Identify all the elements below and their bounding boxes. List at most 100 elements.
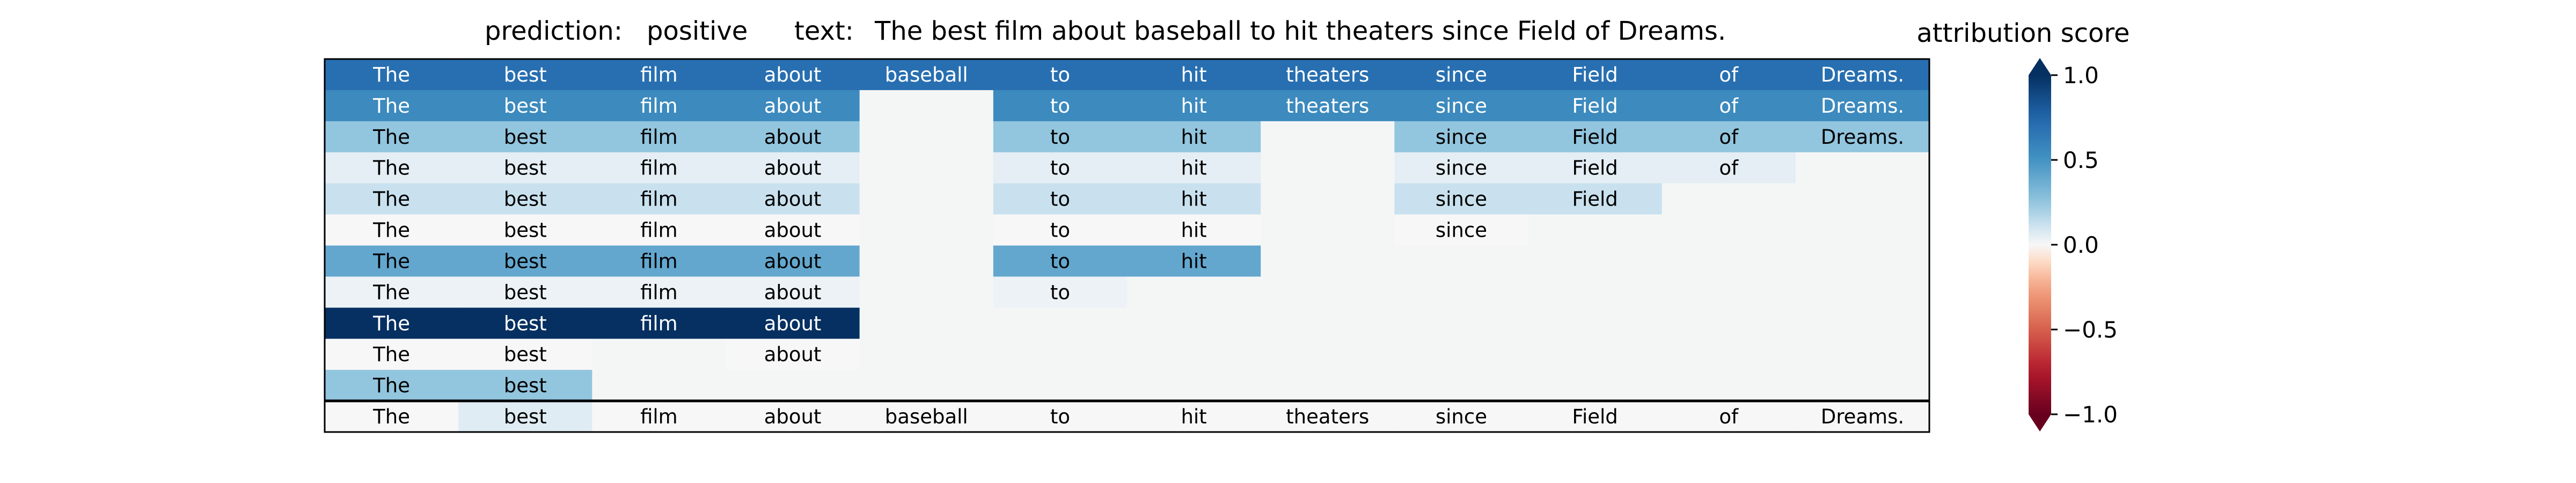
- heatmap-cell-r10-c8: [1394, 370, 1528, 401]
- token-label-r2-c0: The: [372, 126, 410, 149]
- token-label-r0-c4: baseball: [885, 63, 968, 86]
- heatmap-cell-r3-c9: [1528, 152, 1663, 184]
- heatmap-cell-r4-c6: [1127, 183, 1261, 215]
- heatmap-cell-r3-c4: [859, 152, 994, 184]
- heatmap-cell-r4-c1: [458, 183, 592, 215]
- heatmap-cell-r0-c3: [726, 59, 860, 91]
- heatmap-cell-r4-c5: [993, 183, 1128, 215]
- heatmap-cell-r9-c3: [726, 339, 860, 370]
- heatmap-cell-r8-c5: [993, 308, 1128, 339]
- colorbar-title: attribution score: [1916, 18, 2129, 48]
- heatmap-cell-r4-c3: [726, 183, 860, 215]
- token-label-r3-c0: The: [372, 157, 410, 180]
- attribution-cell-r11-c10: [1662, 401, 1796, 433]
- heatmap-cell-r9-c4: [859, 339, 994, 370]
- heatmap-cell-r2-c6: [1127, 121, 1261, 153]
- token-label-r5-c0: The: [372, 219, 410, 242]
- colorbar-tick-label-2: 0.0: [2063, 232, 2099, 258]
- heatmap-cell-r4-c7: [1261, 183, 1395, 215]
- token-label-r7-c2: film: [640, 281, 678, 304]
- token-label-r2-c10: of: [1719, 126, 1739, 149]
- token-label-r3-c6: hit: [1181, 157, 1206, 180]
- heatmap-cell-r8-c9: [1528, 308, 1663, 339]
- token-label-r6-c0: The: [372, 250, 410, 273]
- attribution-token-label-r11-c4: baseball: [885, 405, 968, 428]
- heatmap-cell-r6-c1: [458, 245, 592, 277]
- heatmap-cell-r8-c8: [1394, 308, 1528, 339]
- heatmap-cell-r8-c6: [1127, 308, 1261, 339]
- heatmap-cell-r10-c10: [1662, 370, 1796, 401]
- heatmap-cell-r7-c2: [592, 276, 726, 308]
- token-label-r0-c5: to: [1050, 63, 1070, 86]
- token-label-r0-c6: hit: [1181, 63, 1206, 86]
- heatmap-cell-r0-c0: [325, 59, 459, 91]
- heatmap-cell-r1-c11: [1795, 90, 1930, 122]
- heatmap-cell-r9-c0: [325, 339, 459, 370]
- heatmap-cell-r0-c11: [1795, 59, 1930, 91]
- token-label-r6-c3: about: [764, 250, 822, 273]
- heatmap-cell-r9-c6: [1127, 339, 1261, 370]
- heatmap-cell-r7-c11: [1795, 276, 1930, 308]
- heatmap-cell-r8-c11: [1795, 308, 1930, 339]
- heatmap-cell-r1-c7: [1261, 90, 1395, 122]
- heatmap-cell-r9-c8: [1394, 339, 1528, 370]
- heatmap-cell-r1-c3: [726, 90, 860, 122]
- token-label-r3-c1: best: [504, 157, 547, 180]
- attribution-token-label-r11-c8: since: [1436, 405, 1487, 428]
- token-label-r8-c1: best: [504, 312, 547, 335]
- token-label-r1-c2: film: [640, 94, 678, 118]
- heatmap-cell-r9-c10: [1662, 339, 1796, 370]
- heatmap-cell-r9-c2: [592, 339, 726, 370]
- heatmap-cell-r5-c5: [993, 214, 1128, 246]
- heatmap-cell-r5-c2: [592, 214, 726, 246]
- heatmap-cell-r3-c0: [325, 152, 459, 184]
- token-label-r2-c9: Field: [1572, 126, 1618, 149]
- attribution-token-label-r11-c7: theaters: [1286, 405, 1369, 428]
- token-label-r3-c10: of: [1719, 157, 1739, 180]
- heatmap-cell-r4-c11: [1795, 183, 1930, 215]
- heatmap-cell-r2-c3: [726, 121, 860, 153]
- token-label-r10-c1: best: [504, 374, 547, 397]
- token-label-r7-c0: The: [372, 281, 410, 304]
- token-label-r1-c0: The: [372, 94, 410, 118]
- colorbar-lower-extension: [2029, 414, 2051, 431]
- heatmap-cell-r7-c0: [325, 276, 459, 308]
- heatmap-cell-r4-c0: [325, 183, 459, 215]
- heatmap-cell-r1-c4: [859, 90, 994, 122]
- heatmap-cell-r6-c0: [325, 245, 459, 277]
- token-label-r4-c1: best: [504, 188, 547, 211]
- heatmap-cell-r10-c6: [1127, 370, 1261, 401]
- heatmap-cell-r1-c6: [1127, 90, 1261, 122]
- heatmap-cell-r10-c3: [726, 370, 860, 401]
- heatmap-cell-r10-c7: [1261, 370, 1395, 401]
- heatmap-cell-r1-c2: [592, 90, 726, 122]
- heatmap-cell-r9-c1: [458, 339, 592, 370]
- token-label-r1-c8: since: [1436, 94, 1487, 118]
- token-label-r2-c3: about: [764, 126, 822, 149]
- token-label-r1-c3: about: [764, 94, 822, 118]
- heatmap-cell-r9-c7: [1261, 339, 1395, 370]
- heatmap-cell-r7-c5: [993, 276, 1128, 308]
- colorbar-tick-label-3: −0.5: [2063, 317, 2118, 343]
- input-text: The best film about baseball to hit thea…: [874, 16, 1726, 46]
- heatmap-cell-r0-c1: [458, 59, 592, 91]
- heatmap-cell-r10-c2: [592, 370, 726, 401]
- heatmap-cell-r0-c8: [1394, 59, 1528, 91]
- heatmap-cell-r7-c10: [1662, 276, 1796, 308]
- token-label-r1-c6: hit: [1181, 94, 1206, 118]
- heatmap-cell-r9-c9: [1528, 339, 1663, 370]
- heatmap-cell-r8-c2: [592, 308, 726, 339]
- token-label-r2-c5: to: [1050, 126, 1070, 149]
- heatmap-cell-r6-c6: [1127, 245, 1261, 277]
- heatmap-cell-r9-c11: [1795, 339, 1930, 370]
- heatmap-cell-r10-c9: [1528, 370, 1663, 401]
- token-label-r0-c7: theaters: [1286, 63, 1369, 86]
- attribution-token-label-r11-c3: about: [764, 405, 822, 428]
- token-label-r0-c2: film: [640, 63, 678, 86]
- heatmap-cell-r1-c8: [1394, 90, 1528, 122]
- heatmap-cell-r0-c6: [1127, 59, 1261, 91]
- heatmap-cells: [325, 59, 1930, 433]
- heatmap-cell-r1-c0: [325, 90, 459, 122]
- heatmap-cell-r8-c0: [325, 308, 459, 339]
